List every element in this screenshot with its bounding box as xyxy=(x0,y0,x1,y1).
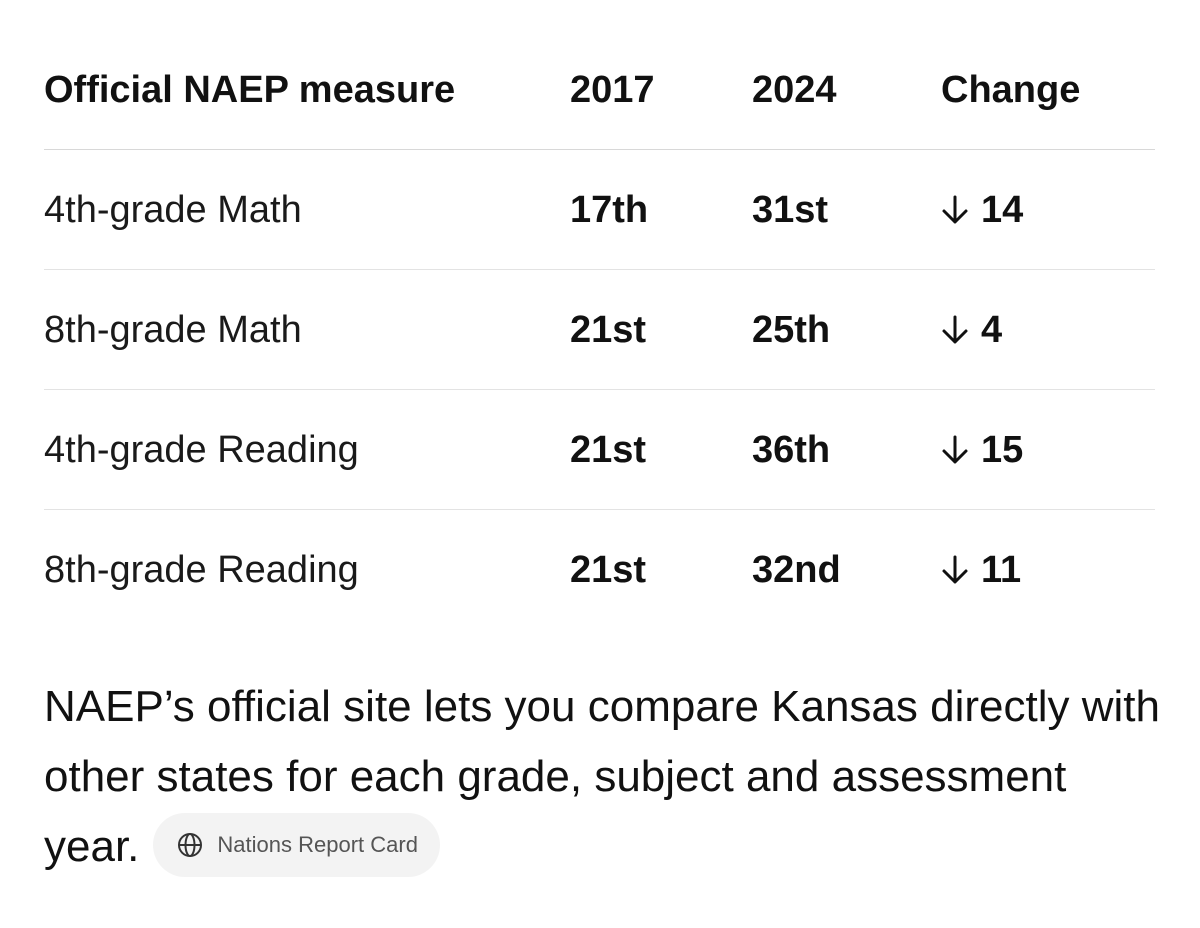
source-chip-label: Nations Report Card xyxy=(217,832,418,858)
row-rank-2024: 31st xyxy=(752,188,829,231)
row-change-value: 14 xyxy=(981,188,1024,231)
header-change: Change xyxy=(941,68,1081,111)
row-rank-2017: 17th xyxy=(570,188,649,231)
row-rank-2017: 21st xyxy=(570,428,647,471)
row-measure: 8th-grade Reading xyxy=(44,549,359,591)
row-measure: 4th-grade Math xyxy=(44,188,302,231)
arrow-down-icon xyxy=(941,194,969,226)
table-row: 4th-grade Math 17th 31st 14 xyxy=(44,150,1155,270)
table-row: 8th-grade Math 21st 25th 4 xyxy=(44,270,1155,390)
row-measure: 4th-grade Reading xyxy=(44,428,359,471)
row-change: 4 xyxy=(941,311,1155,349)
header-measure: Official NAEP measure xyxy=(44,68,456,111)
source-chip-nations-report-card[interactable]: Nations Report Card xyxy=(153,813,440,878)
globe-icon xyxy=(177,832,203,858)
arrow-down-icon xyxy=(941,434,969,466)
row-rank-2024: 32nd xyxy=(752,549,841,591)
row-measure: 8th-grade Math xyxy=(44,308,302,351)
header-year-2024: 2024 xyxy=(752,68,837,111)
row-change-value: 11 xyxy=(981,549,1022,591)
row-change-value: 15 xyxy=(981,428,1024,471)
arrow-down-icon xyxy=(941,314,969,346)
row-change-value: 4 xyxy=(981,308,1003,351)
table-row: 8th-grade Reading 21st 32nd 11 xyxy=(44,510,1155,630)
row-rank-2017: 21st xyxy=(570,549,647,591)
row-rank-2017: 21st xyxy=(570,308,647,351)
table-header-row: Official NAEP measure 2017 2024 Change xyxy=(44,30,1155,150)
table-row: 4th-grade Reading 21st 36th 15 xyxy=(44,390,1155,510)
row-change: 15 xyxy=(941,431,1155,469)
row-rank-2024: 25th xyxy=(752,308,831,351)
arrow-down-icon xyxy=(941,554,969,586)
body-paragraph: NAEP’s official site lets you compare Ka… xyxy=(44,672,1164,882)
header-year-2017: 2017 xyxy=(570,68,655,111)
paragraph-text: NAEP’s official site lets you compare Ka… xyxy=(44,682,1160,871)
naep-rankings-table: Official NAEP measure 2017 2024 Change 4… xyxy=(44,30,1155,630)
row-change: 14 xyxy=(941,191,1155,229)
row-rank-2024: 36th xyxy=(752,428,831,471)
row-change: 11 xyxy=(941,551,1155,589)
